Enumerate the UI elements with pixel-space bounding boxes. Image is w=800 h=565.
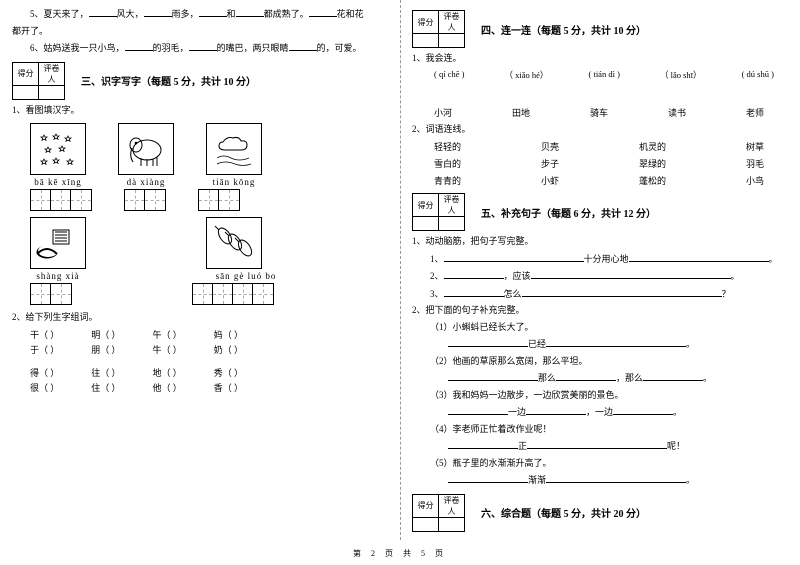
pinyin: bā kē xīng — [30, 177, 86, 187]
fill: 已经。 — [412, 337, 788, 352]
fill: （2）他画的草原那么宽阔，那么平坦。 — [412, 355, 788, 369]
score-box-4: 得分评卷人 四、连一连（每题 5 分，共计 10 分） — [412, 10, 788, 48]
section5-title: 五、补充句子（每题 6 分，共计 12 分） — [481, 205, 656, 220]
zuci-row: 得（ ）往（ ）地（ ）秀（ ） — [30, 366, 388, 379]
q5-cont: 都开了。 — [12, 25, 388, 39]
section4-title: 四、连一连（每题 5 分，共计 10 分） — [481, 22, 646, 37]
img-row-1 — [30, 123, 388, 175]
page-footer: 第 2 页 共 5 页 — [0, 548, 800, 559]
q5-1: 1、动动脑筋，把句子写完整。 — [412, 235, 788, 249]
fill: （1）小蝌蚪已经长大了。 — [412, 321, 788, 335]
page-divider — [400, 0, 401, 540]
fill: 正呢！ — [412, 439, 788, 454]
fill: （5）瓶子里的水渐渐升高了。 — [412, 457, 788, 471]
score-table: 得分评卷人 — [12, 62, 65, 100]
radish-image — [206, 217, 262, 269]
q3-2: 2、给下列生字组词。 — [12, 311, 388, 325]
q5-2: 2、把下面的句子补充完整。 — [412, 304, 788, 318]
pinyin: shàng xià — [30, 271, 86, 281]
zuci-row: 干（ ）明（ ）午（ ）妈（ ） — [30, 328, 388, 341]
stars-image — [30, 123, 86, 175]
img-row-2 — [30, 217, 388, 269]
pinyin-row-1: bā kē xīng dà xiàng tiān kōng — [30, 177, 388, 187]
elephant-image — [118, 123, 174, 175]
q4-1: 1、我会连。 — [412, 52, 788, 66]
section6-title: 六、综合题（每题 5 分，共计 20 分） — [481, 505, 646, 520]
fill: 一边，一边。 — [412, 405, 788, 420]
zuci-row: 于（ ）朋（ ）牛（ ）奶（ ） — [30, 343, 388, 356]
q3-1: 1、看图填汉字。 — [12, 104, 388, 118]
fill: 那么，那么。 — [412, 371, 788, 386]
left-column: 5、夏天来了，风大，雨多，和都成熟了。花和花 都开了。 6、姑妈送我一只小鸟，的… — [0, 0, 400, 540]
lian-row: 青青的小虾蓬松的小鸟 — [412, 174, 788, 187]
q5-text: 5、夏天来了，风大，雨多，和都成熟了。花和花 — [12, 7, 388, 22]
pinyin: sān gè luó bo — [206, 271, 286, 281]
score-box-6: 得分评卷人 六、综合题（每题 5 分，共计 20 分） — [412, 494, 788, 532]
right-column: 得分评卷人 四、连一连（每题 5 分，共计 10 分） 1、我会连。 ( qí … — [400, 0, 800, 540]
pinyin-row-2: shàng xià sān gè luó bo — [30, 271, 388, 281]
words-bot-row: 小河田地骑车读书老师 — [412, 106, 788, 119]
pinyin: dà xiàng — [118, 177, 174, 187]
updown-image — [30, 217, 86, 269]
q4-2: 2、词语连线。 — [412, 123, 788, 137]
q6-text: 6、姑妈送我一只小鸟，的羽毛，的嘴巴，两只眼睛的，可爱。 — [12, 41, 388, 56]
zuci-row: 很（ ）住（ ）他（ ）香（ ） — [30, 381, 388, 394]
grader-label: 评卷人 — [39, 62, 65, 85]
grid-row-1 — [30, 189, 388, 211]
fill: （3）我和妈妈一边散步，一边欣赏美丽的景色。 — [412, 389, 788, 403]
fill: 3、怎么？ — [412, 287, 788, 302]
fill: （4）李老师正忙着改作业呢！ — [412, 423, 788, 437]
score-label: 得分 — [13, 62, 39, 85]
fill: 渐渐。 — [412, 473, 788, 488]
lian-row: 雪白的步子翠绿的羽毛 — [412, 157, 788, 170]
score-box-5: 得分评卷人 五、补充句子（每题 6 分，共计 12 分） — [412, 193, 788, 231]
lian-row: 轻轻的贝壳机灵的树草 — [412, 140, 788, 153]
fill: 2、，应该。 — [412, 269, 788, 284]
section3-title: 三、识字写字（每题 5 分，共计 10 分） — [81, 73, 256, 88]
pinyin: tiān kōng — [206, 177, 262, 187]
sky-image — [206, 123, 262, 175]
fill: 1、十分用心地。 — [412, 252, 788, 267]
score-box-3: 得分评卷人 三、识字写字（每题 5 分，共计 10 分） — [12, 62, 388, 100]
grid-row-2 — [30, 283, 388, 305]
pinyin-top-row: ( qí chē )（ xiǎo hé）( tián dì )（ lǎo shī… — [412, 69, 788, 81]
